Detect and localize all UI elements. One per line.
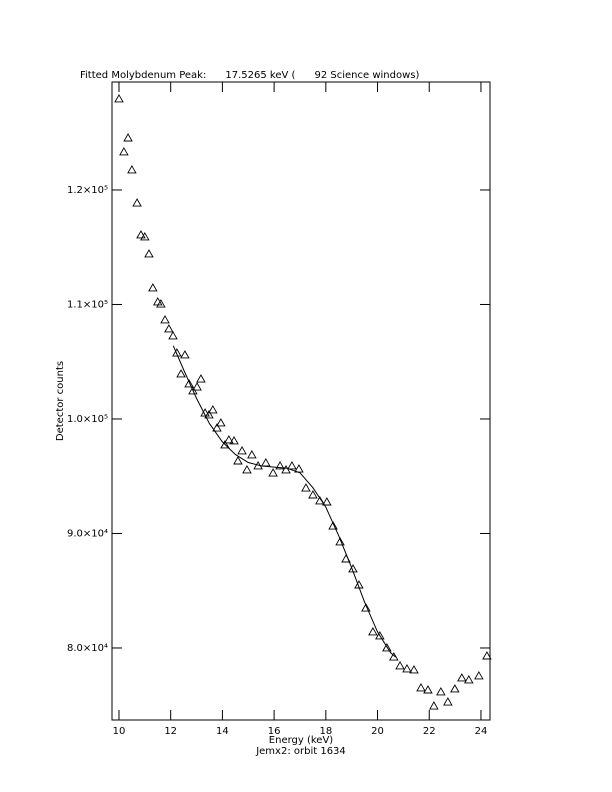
- data-point: [123, 133, 133, 142]
- data-point: [287, 461, 297, 470]
- x-tick-label: 14: [216, 726, 229, 737]
- data-point: [368, 627, 378, 636]
- data-point: [308, 490, 318, 499]
- data-point: [443, 697, 453, 706]
- data-point: [341, 554, 351, 563]
- data-point: [261, 458, 271, 467]
- x-tick-label: 10: [113, 726, 126, 737]
- data-point: [409, 665, 419, 674]
- data-point: [429, 701, 439, 710]
- data-point: [457, 673, 467, 682]
- data-point: [184, 379, 194, 388]
- data-point: [196, 374, 206, 383]
- plot-frame: [111, 81, 491, 721]
- x-tick-label: 16: [268, 726, 281, 737]
- data-point: [474, 671, 484, 680]
- data-point: [281, 465, 291, 474]
- y-axis-label: Detector counts: [55, 361, 66, 441]
- data-point: [216, 418, 226, 427]
- data-point: [180, 350, 190, 359]
- x-tick-label: 22: [423, 726, 436, 737]
- data-point: [315, 496, 325, 505]
- chart-title: Fitted Molybdenum Peak: 17.5265 keV ( 92…: [80, 70, 420, 81]
- data-point: [119, 147, 129, 156]
- data-point: [208, 405, 218, 414]
- data-point: [172, 348, 182, 357]
- data-point: [268, 468, 278, 477]
- x-tick-label: 24: [475, 726, 488, 737]
- data-point: [253, 461, 263, 470]
- data-point: [294, 464, 304, 473]
- data-point: [395, 661, 405, 670]
- data-point: [156, 299, 166, 308]
- data-point: [464, 675, 474, 684]
- data-point: [140, 232, 150, 241]
- x-tick-label: 20: [371, 726, 384, 737]
- data-point: [148, 283, 158, 292]
- y-tick-label: 1.0×10⁵: [67, 414, 108, 425]
- x-tick-label: 18: [319, 726, 332, 737]
- data-point: [436, 687, 446, 696]
- y-tick-label: 1.2×10⁵: [67, 185, 108, 196]
- x-axis-label: Energy (keV): [269, 735, 334, 746]
- data-point: [233, 456, 243, 465]
- data-point: [237, 446, 247, 455]
- data-point: [389, 652, 399, 661]
- x-tick-label: 12: [164, 726, 177, 737]
- y-tick-label: 8.0×10⁴: [67, 643, 108, 654]
- data-point: [348, 564, 358, 573]
- data-point: [200, 408, 210, 417]
- data-point: [402, 664, 412, 673]
- data-point: [482, 651, 492, 660]
- data-point: [382, 643, 392, 652]
- data-point: [176, 369, 186, 378]
- y-tick-label: 1.1×10⁵: [67, 299, 108, 310]
- data-point: [192, 382, 202, 391]
- data-point: [354, 580, 364, 589]
- data-point: [127, 165, 137, 174]
- data-point: [144, 249, 154, 258]
- data-point: [164, 324, 174, 333]
- data-point: [328, 521, 338, 530]
- data-point: [212, 423, 222, 432]
- data-point: [322, 497, 332, 506]
- data-point: [335, 537, 345, 546]
- data-point: [229, 436, 239, 445]
- data-point: [450, 684, 460, 693]
- data-point: [220, 440, 230, 449]
- data-point: [361, 603, 371, 612]
- data-point: [224, 435, 234, 444]
- subtitle: Jemx2: orbit 1634: [255, 746, 346, 757]
- data-point: [416, 683, 426, 692]
- data-point: [168, 331, 178, 340]
- data-point: [301, 483, 311, 492]
- data-point: [423, 685, 433, 694]
- data-point: [247, 450, 257, 459]
- data-point: [375, 631, 385, 640]
- data-point: [114, 94, 124, 103]
- data-point: [160, 315, 170, 324]
- data-point: [242, 465, 252, 474]
- data-point: [275, 461, 285, 470]
- data-point: [132, 198, 142, 207]
- y-tick-label: 9.0×10⁴: [67, 528, 108, 539]
- data-point: [136, 230, 146, 239]
- data-point: [204, 410, 214, 419]
